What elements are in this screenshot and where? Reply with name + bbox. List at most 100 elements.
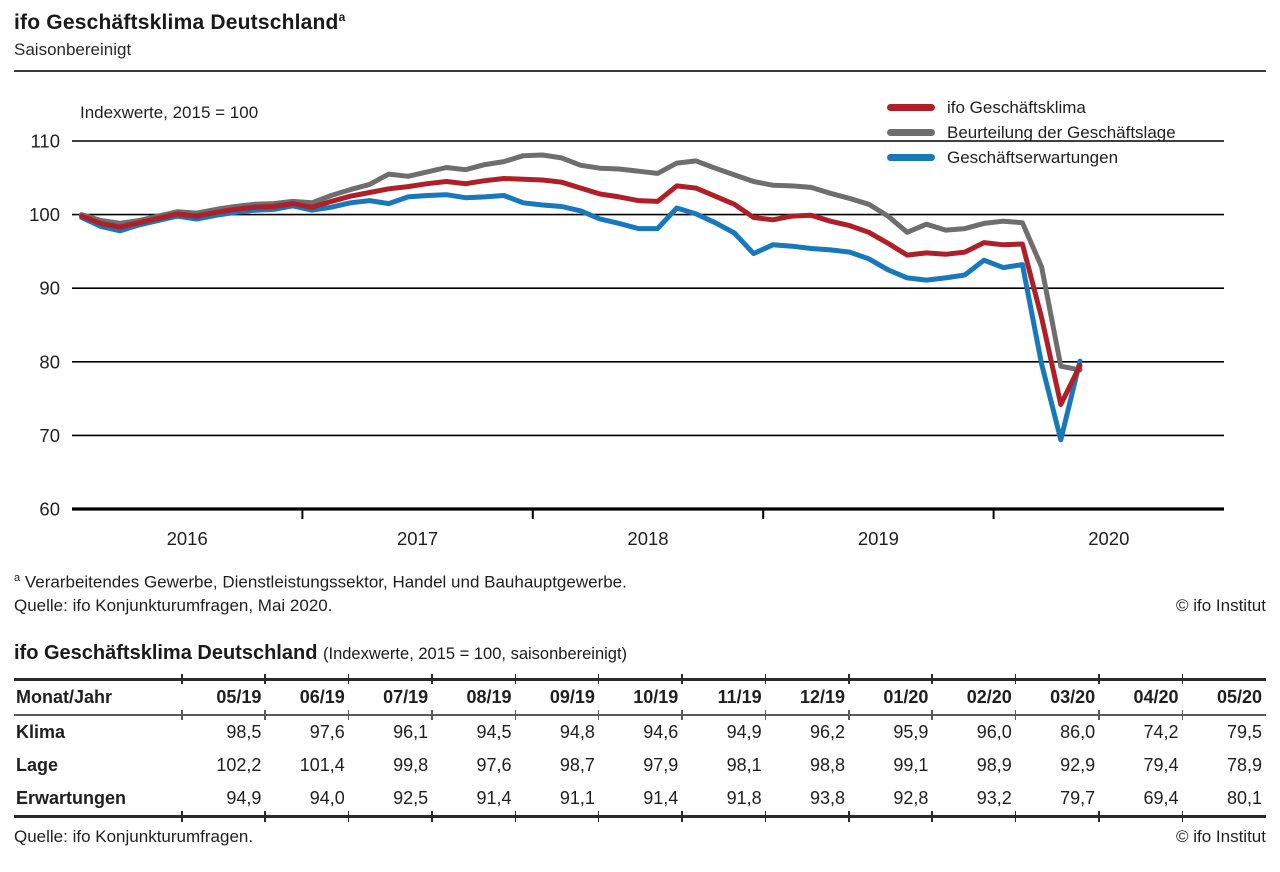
month-header-06-19: 06/19 — [264, 672, 349, 718]
table-row-erwartungen: Erwartungen 94,9 94,0 92,5 91,4 91,1 91,4 91,8 9… — [14, 781, 1266, 822]
value-cell: 94,8 — [559, 721, 595, 742]
chart-legend: ifo Geschäftsklima Beurteilung der Geschä… — [887, 95, 1176, 170]
footnote-marker: a — [14, 572, 21, 585]
title-footnote-marker: a — [338, 10, 346, 24]
legend-swatch-ifo-gesch-ftsklima — [887, 104, 935, 112]
y-tick-label-100: 100 — [29, 204, 60, 225]
table-title: ifo Geschäftsklima Deutschland (Indexwer… — [14, 640, 1266, 667]
value-cell: 96,2 — [809, 721, 846, 742]
value-cell: 94,9 — [181, 781, 266, 822]
legend-label: Geschäftserwartungen — [947, 147, 1119, 167]
value-cell: 98,5 — [226, 721, 262, 742]
value-cell: 91,8 — [681, 781, 766, 822]
legend-item-beurteilung-der-gesch-ftslage: Beurteilung der Geschäftslage — [887, 120, 1176, 145]
month-header-09-19: 09/19 — [514, 672, 599, 718]
value-cell: 99,8 — [393, 754, 429, 775]
line-chart: 110 100 90 80 70 60 2016 2017 2018 2019 2020 — [29, 131, 1224, 549]
y-tick-label-90: 90 — [39, 278, 60, 299]
value-cell: 69,4 — [1098, 781, 1183, 822]
legend-label: ifo Geschäftsklima — [947, 97, 1086, 117]
series-line-gesch-ftserwartungen — [79, 192, 1083, 443]
report-header: ifo Geschäftsklima Deutschlanda Saisonbe… — [14, 10, 1266, 61]
table-row-lage: Lage 102,2 101,4 99,8 97,6 98,7 97,9 98,1 98,8 99… — [14, 749, 1266, 782]
value-cell: 91,4 — [597, 781, 683, 822]
value-cell: 86,0 — [1060, 721, 1096, 742]
legend-item-ifo-gesch-ftsklima: ifo Geschäftsklima — [887, 95, 1176, 120]
series-line-ifo-gesch-ftsklima — [79, 176, 1083, 408]
chart-footnote: a Verarbeitendes Gewerbe, Dienstleistung… — [14, 567, 627, 594]
value-cell: 92,9 — [1060, 754, 1096, 775]
index-table: Monat/Jahr 05/19 06/19 07/19 08/19 09/19 10/19… — [14, 672, 1266, 822]
page-title-text: ifo Geschäftsklima Deutschland — [14, 11, 339, 34]
row-label-lage: Lage — [16, 754, 59, 775]
x-tick-label-2017: 2017 — [397, 528, 438, 549]
series-line-beurteilung-der-gesch-ftslage — [79, 152, 1083, 373]
month-header-05-19: 05/19 — [181, 672, 266, 718]
table-head: Monat/Jahr 05/19 06/19 07/19 08/19 09/19 10/19… — [14, 672, 1266, 718]
value-cell: 97,6 — [476, 754, 512, 775]
value-cell: 92,8 — [848, 781, 933, 822]
value-cell: 98,8 — [809, 754, 846, 775]
chart-copyright: © ifo Institut — [1175, 595, 1266, 615]
table-footer: Quelle: ifo Konjunkturumfragen. © ifo In… — [14, 825, 1266, 848]
legend-item-gesch-ftserwartungen: Geschäftserwartungen — [887, 145, 1176, 170]
value-cell: 98,9 — [976, 754, 1012, 775]
legend-swatch-gesch-ftserwartungen — [887, 154, 935, 162]
month-header-04-20: 04/20 — [1098, 672, 1183, 718]
month-header-05-20: 05/20 — [1181, 672, 1266, 718]
index-table-block: ifo Geschäftsklima Deutschland (Indexwer… — [14, 640, 1266, 848]
value-cell: 93,8 — [764, 781, 850, 822]
value-cell: 97,9 — [643, 754, 679, 775]
page-subtitle: Saisonbereinigt — [14, 40, 132, 60]
chart-source: Quelle: ifo Konjunkturumfragen, Mai 2020… — [14, 595, 333, 615]
month-header-08-19: 08/19 — [431, 672, 516, 718]
value-cell: 101,4 — [299, 754, 345, 775]
value-cell: 96,0 — [976, 721, 1012, 742]
value-cell: 94,6 — [643, 721, 679, 742]
month-header-02-20: 02/20 — [931, 672, 1016, 718]
x-tick-label-2018: 2018 — [627, 528, 668, 549]
value-cell: 94,5 — [476, 721, 512, 742]
value-cell: 92,5 — [347, 781, 433, 822]
value-cell: 93,2 — [931, 781, 1016, 822]
value-cell: 97,6 — [309, 721, 345, 742]
y-tick-label-70: 70 — [39, 425, 60, 446]
legend-swatch-beurteilung-der-gesch-ftslage — [887, 129, 935, 137]
value-cell: 98,7 — [559, 754, 595, 775]
month-header-01-20: 01/20 — [848, 672, 933, 718]
x-tick-label-2020: 2020 — [1088, 528, 1129, 549]
month-header-03-20: 03/20 — [1014, 672, 1100, 718]
value-cell: 94,9 — [726, 721, 762, 742]
x-tick-label-2019: 2019 — [858, 528, 899, 549]
page-title: ifo Geschäftsklima Deutschlanda — [14, 10, 1266, 35]
value-cell: 99,1 — [893, 754, 929, 775]
value-cell: 102,2 — [216, 754, 262, 775]
axis-note: Indexwerte, 2015 = 100 — [80, 103, 259, 123]
table-body: Klima 98,5 97,6 96,1 94,5 94,8 94,6 94,9 96,2 95,… — [14, 715, 1266, 822]
month-header-10-19: 10/19 — [597, 672, 683, 718]
report-page: ifo Geschäftsklima Deutschlanda Saisonbe… — [14, 10, 1266, 848]
value-cell: 95,9 — [893, 721, 929, 742]
month-header-07-19: 07/19 — [347, 672, 433, 718]
value-cell: 74,2 — [1143, 721, 1179, 742]
chart-footer: a Verarbeitendes Gewerbe, Dienstleistung… — [14, 567, 1266, 617]
value-cell: 80,1 — [1181, 781, 1266, 822]
row-label-erwartungen: Erwartungen — [14, 781, 183, 818]
value-cell: 91,4 — [431, 781, 516, 822]
value-cell: 79,7 — [1014, 781, 1100, 822]
value-cell: 98,1 — [726, 754, 762, 775]
table-copyright: © ifo Institut — [1175, 826, 1266, 846]
table-title-text: ifo Geschäftsklima Deutschland — [14, 641, 318, 664]
legend-label: Beurteilung der Geschäftslage — [947, 122, 1176, 142]
table-header-row: Monat/Jahr 05/19 06/19 07/19 08/19 09/19 10/19… — [14, 672, 1266, 718]
value-cell: 79,5 — [1226, 721, 1262, 742]
month-header-12-19: 12/19 — [764, 672, 850, 718]
footnote-text: Verarbeitendes Gewerbe, Dienstleistungss… — [24, 572, 627, 592]
x-tick-label-2016: 2016 — [167, 528, 208, 549]
value-cell: 78,9 — [1226, 754, 1262, 775]
y-tick-label-110: 110 — [31, 131, 61, 152]
table-corner-header: Monat/Jahr — [14, 679, 183, 716]
value-cell: 94,0 — [264, 781, 349, 822]
y-tick-label-80: 80 — [39, 351, 60, 372]
month-header-11-19: 11/19 — [681, 672, 766, 718]
